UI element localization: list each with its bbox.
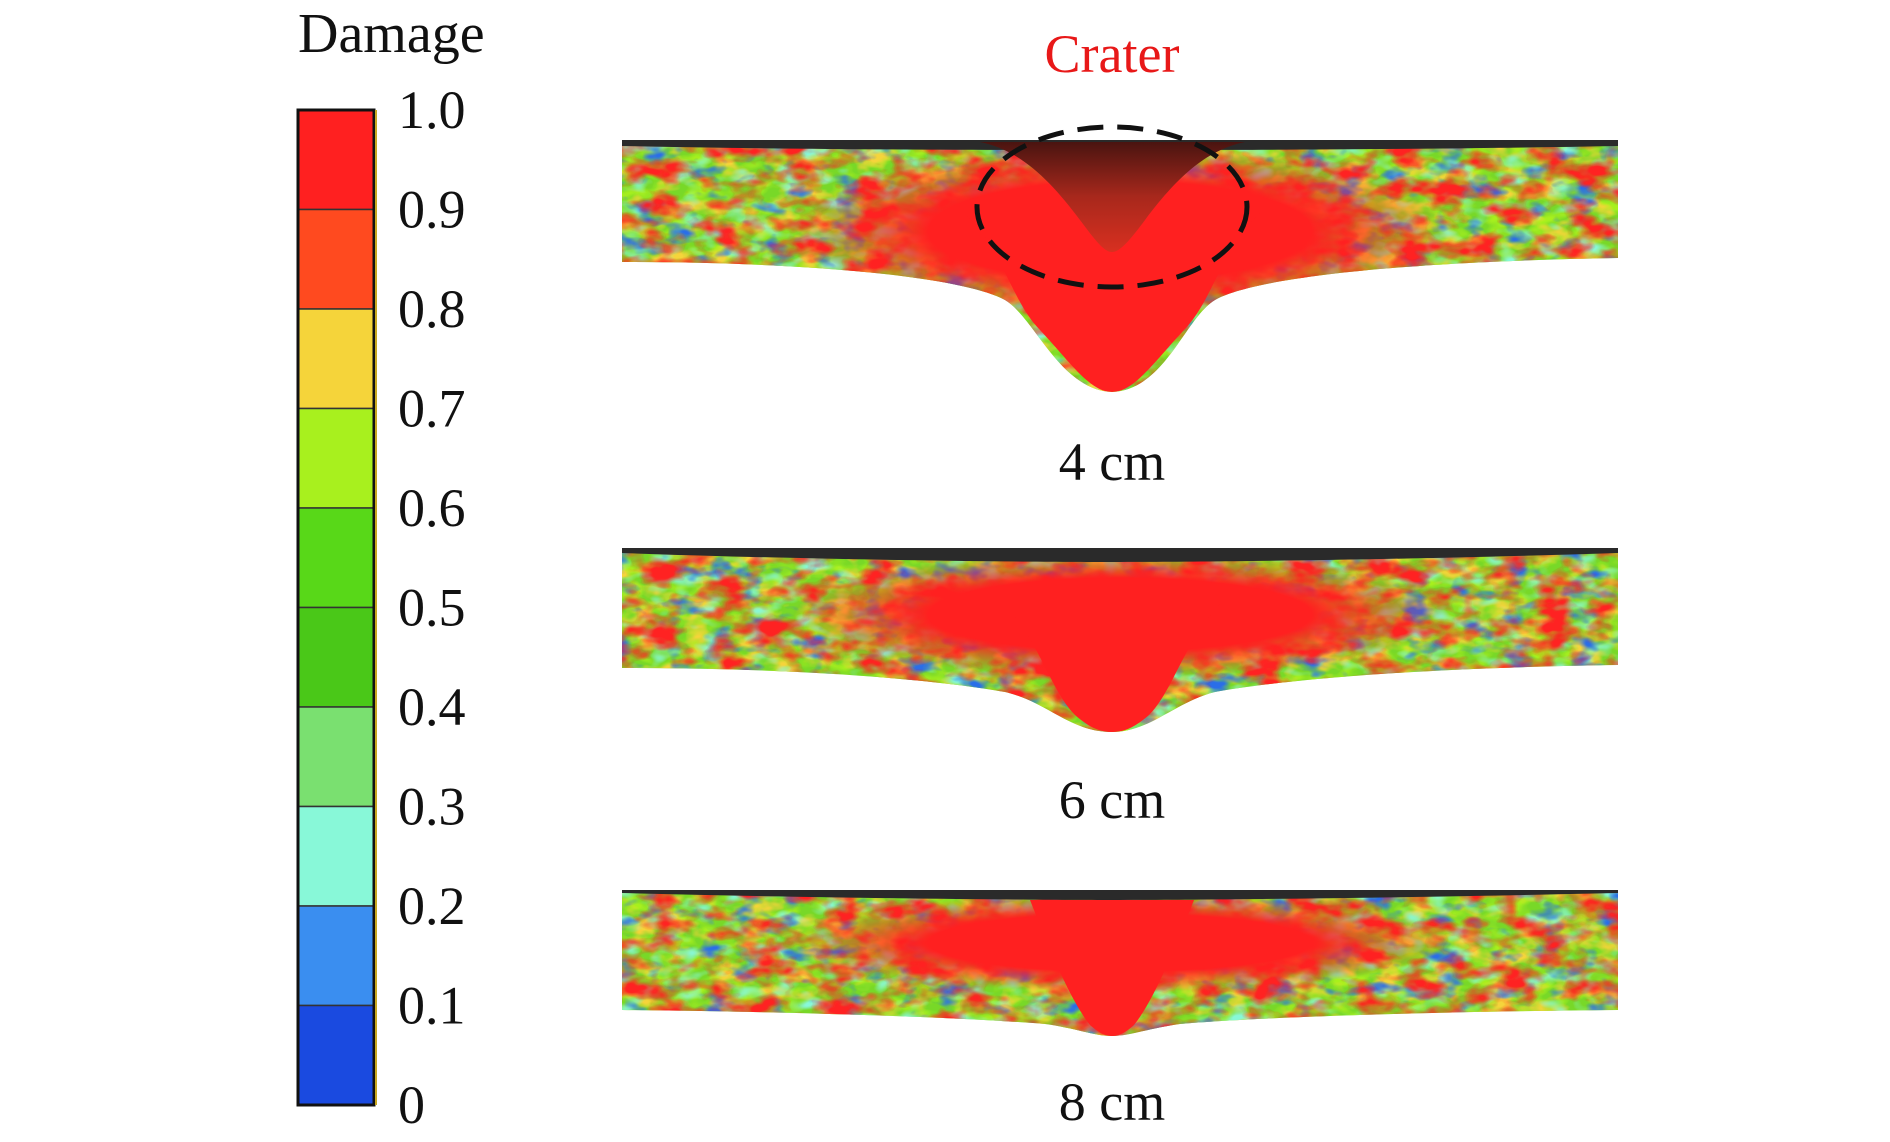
colorbar-tick-label: 0.2 bbox=[398, 876, 466, 936]
colorbar-frame bbox=[296, 108, 376, 1107]
crater-highlight-ellipse bbox=[974, 124, 1250, 290]
colorbar-tick-labels: 1.0 0.9 0.8 0.7 0.6 0.5 0.4 0.3 0.2 0.1 0 bbox=[398, 80, 466, 1135]
colorbar-tick-label: 0.5 bbox=[398, 578, 466, 638]
colorbar-band bbox=[297, 1004, 375, 1106]
colorbar-band bbox=[297, 805, 375, 907]
colorbar-bands bbox=[297, 109, 375, 1106]
panel-label-4cm: 4 cm bbox=[1059, 432, 1165, 492]
colorbar-band bbox=[297, 308, 375, 410]
colorbar-band bbox=[297, 208, 375, 310]
colorbar-band bbox=[297, 606, 375, 708]
colorbar-tick-label: 0.9 bbox=[398, 180, 466, 240]
panel-label-6cm: 6 cm bbox=[1059, 770, 1165, 830]
colorbar-band bbox=[297, 905, 375, 1007]
colorbar-tick-label: 0.7 bbox=[398, 379, 466, 439]
panel-label-8cm: 8 cm bbox=[1059, 1072, 1165, 1132]
colorbar-band bbox=[297, 507, 375, 609]
colorbar: Damage 1.0 0.9 0.8 0.7 0.6 0.5 0.4 0.3 0.2 0.1 0 bbox=[296, 3, 485, 1135]
colorbar-tick-label: 0.3 bbox=[398, 777, 466, 837]
panel-6cm: 6 cm bbox=[622, 548, 1618, 830]
panel-4cm: Crater 4 cm bbox=[622, 24, 1618, 492]
colorbar-tick-label: 0 bbox=[398, 1075, 425, 1135]
panel-8cm: 8 cm bbox=[622, 890, 1618, 1132]
colorbar-tick-label: 0.8 bbox=[398, 279, 466, 339]
colorbar-band bbox=[297, 706, 375, 808]
colorbar-band bbox=[297, 407, 375, 509]
colorbar-tick-label: 0.4 bbox=[398, 677, 466, 737]
crater-label: Crater bbox=[1045, 24, 1180, 84]
colorbar-tick-label: 1.0 bbox=[398, 80, 466, 140]
colorbar-band bbox=[297, 109, 375, 211]
colorbar-tick-label: 0.1 bbox=[398, 976, 466, 1036]
colorbar-title: Damage bbox=[298, 3, 485, 65]
colorbar-tick-label: 0.6 bbox=[398, 478, 466, 538]
